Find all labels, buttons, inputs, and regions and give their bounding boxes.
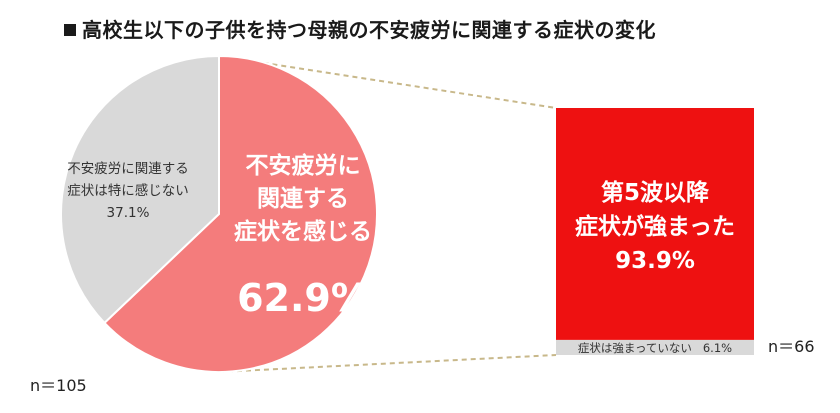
- bar-segment-value: 93.9%: [615, 248, 695, 274]
- bar-segment-label-strengthened: 第5波以降 症状が強まった 93.9%: [556, 176, 754, 278]
- pie-slice-value-felt: 62.9%: [237, 276, 369, 320]
- pie-slice-label-not-felt: 不安疲労に関連する 症状は特に感じない 37.1%: [44, 158, 212, 224]
- chart-title: 高校生以下の子供を持つ母親の不安疲労に関連する症状の変化: [64, 14, 656, 43]
- connector-top: [218, 55, 557, 109]
- pie-slice-label-line: 症状を感じる: [234, 219, 372, 245]
- pie-slice-label-line: 関連する: [257, 186, 349, 212]
- title-bullet-icon: [64, 24, 76, 36]
- pie-slice-label-line: 不安疲労に: [245, 153, 361, 179]
- pie-slice-label-felt: 不安疲労に 関連する 症状を感じる: [212, 150, 394, 249]
- bar-segment-value: 6.1%: [702, 341, 733, 355]
- pie-slice-0: [103, 54, 378, 373]
- bar-segment-1: [556, 339, 754, 355]
- bar-segment-label-line: 症状が強まった: [574, 214, 736, 240]
- pie-chart: [60, 54, 378, 373]
- pie-sample-size: n＝105: [30, 376, 87, 395]
- bar-sample-size: n＝66: [768, 337, 815, 356]
- bar-segment-label-text: 症状は強まっていない: [577, 341, 692, 355]
- pie-slice-1: [60, 54, 220, 325]
- chart-title-text: 高校生以下の子供を持つ母親の不安疲労に関連する症状の変化: [82, 18, 656, 42]
- pie-slice-value: 37.1%: [106, 205, 150, 221]
- pie-slice-label-line: 症状は特に感じない: [67, 183, 189, 199]
- connector-bottom: [218, 354, 557, 373]
- pie-slice-label-line: 不安疲労に関連する: [67, 161, 189, 177]
- bar-segment-label-not-strengthened: 症状は強まっていない 6.1%: [556, 340, 754, 356]
- zoom-connectors: [218, 55, 557, 373]
- bar-segment-label-line: 第5波以降: [600, 180, 709, 206]
- bar-segment-0: [556, 108, 754, 340]
- stacked-bar: [556, 108, 754, 355]
